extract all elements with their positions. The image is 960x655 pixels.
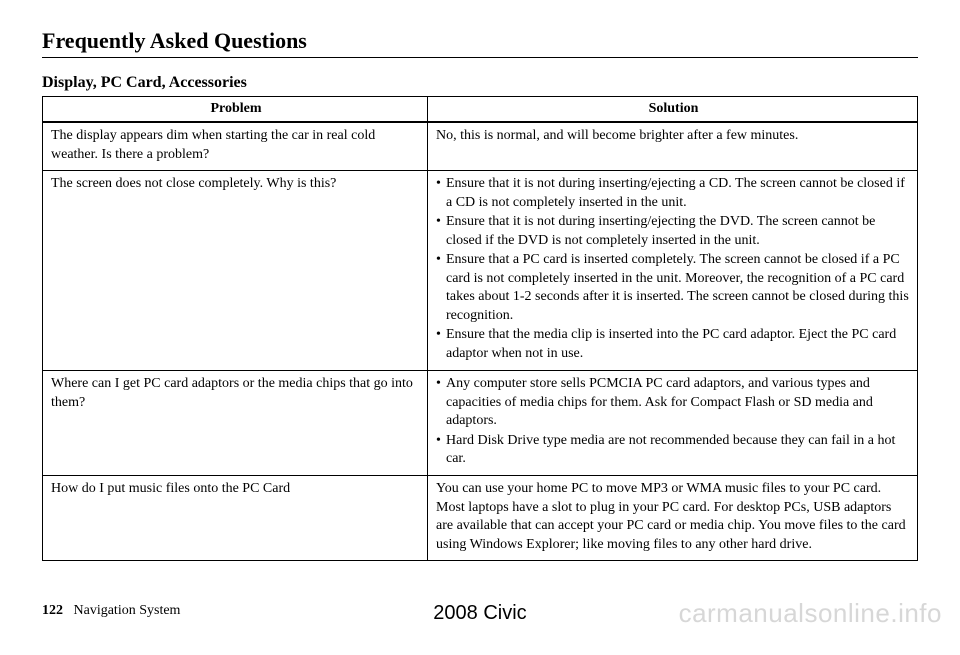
table-row: The screen does not close completely. Wh…: [43, 171, 918, 371]
cell-problem: Where can I get PC card adaptors or the …: [43, 371, 428, 476]
bullet-list: Any computer store sells PCMCIA PC card …: [436, 375, 911, 468]
table-header-row: Problem Solution: [43, 97, 918, 123]
table-row: Where can I get PC card adaptors or the …: [43, 371, 918, 476]
bullet-item: Ensure that it is not during inserting/e…: [436, 175, 911, 212]
header-solution: Solution: [428, 97, 918, 123]
section-title: Display, PC Card, Accessories: [42, 74, 918, 92]
table-row: The display appears dim when starting th…: [43, 122, 918, 170]
page-title: Frequently Asked Questions: [42, 28, 918, 54]
cell-solution: You can use your home PC to move MP3 or …: [428, 476, 918, 561]
bullet-item: Hard Disk Drive type media are not recom…: [436, 432, 911, 469]
cell-problem: The display appears dim when starting th…: [43, 122, 428, 170]
watermark: carmanualsonline.info: [679, 598, 942, 629]
cell-problem: How do I put music files onto the PC Car…: [43, 476, 428, 561]
cell-solution: Ensure that it is not during inserting/e…: [428, 171, 918, 371]
faq-table: Problem Solution The display appears dim…: [42, 96, 918, 561]
bullet-list: Ensure that it is not during inserting/e…: [436, 175, 911, 363]
bullet-item: Any computer store sells PCMCIA PC card …: [436, 375, 911, 430]
bullet-item: Ensure that it is not during inserting/e…: [436, 213, 911, 250]
bullet-item: Ensure that a PC card is inserted comple…: [436, 251, 911, 325]
bullet-item: Ensure that the media clip is inserted i…: [436, 326, 911, 363]
header-problem: Problem: [43, 97, 428, 123]
title-rule: [42, 57, 918, 58]
cell-solution: Any computer store sells PCMCIA PC card …: [428, 371, 918, 476]
page-container: Frequently Asked Questions Display, PC C…: [0, 0, 960, 561]
cell-problem: The screen does not close completely. Wh…: [43, 171, 428, 371]
table-row: How do I put music files onto the PC Car…: [43, 476, 918, 561]
cell-solution: No, this is normal, and will become brig…: [428, 122, 918, 170]
